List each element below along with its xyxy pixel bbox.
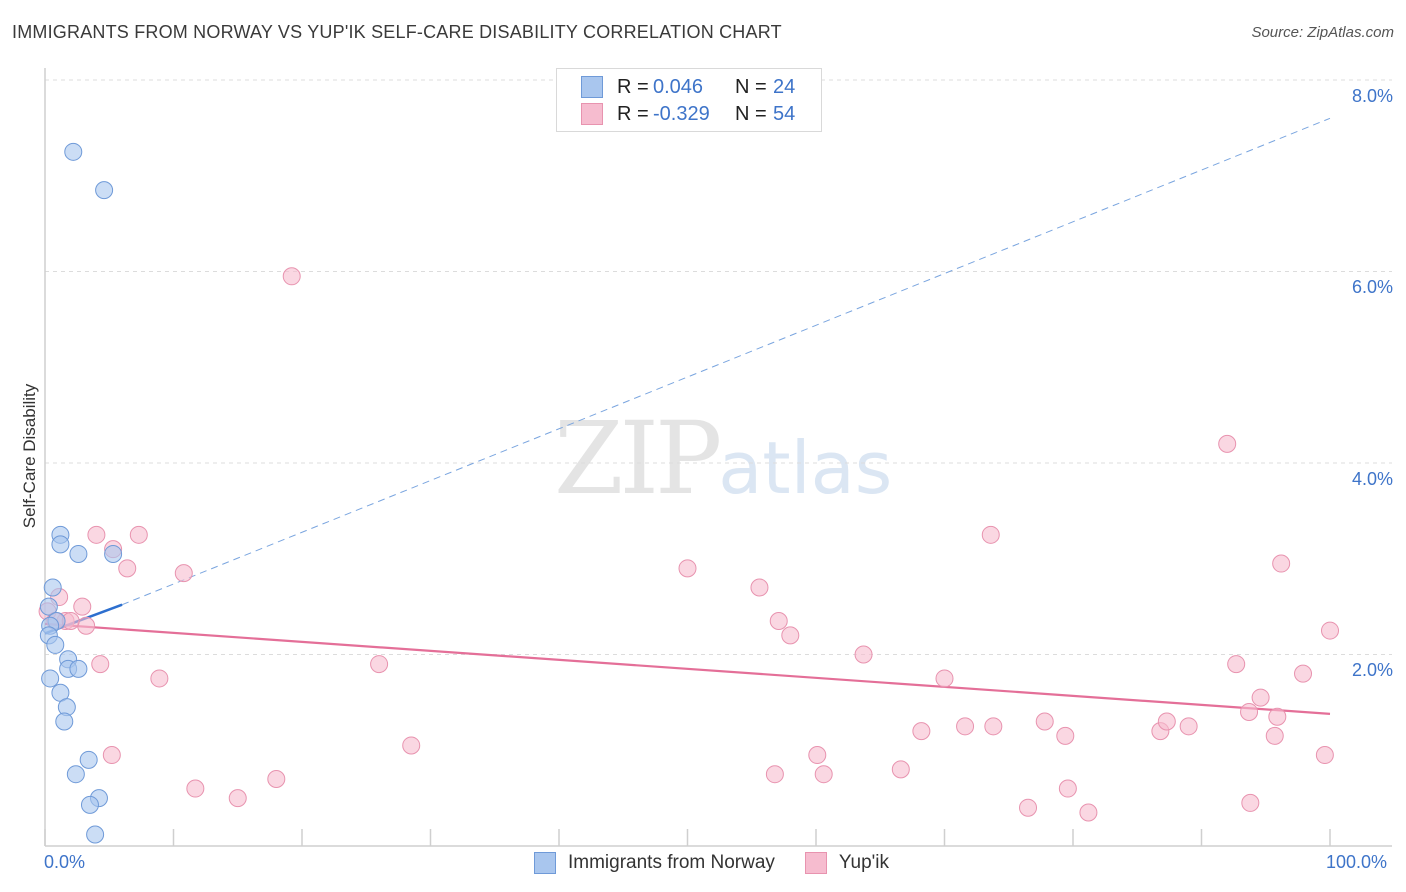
legend-row-yupik: R = -0.329 N = 54 [581, 102, 795, 126]
series-swatch-norway [534, 852, 556, 874]
point-yupik [1020, 799, 1037, 816]
point-yupik [936, 670, 953, 687]
y-tick-label-2: 2.0% [1352, 660, 1393, 681]
legend-row-norway: R = 0.046 N = 24 [581, 75, 795, 99]
point-yupik [151, 670, 168, 687]
point-yupik [229, 790, 246, 807]
point-norway [70, 660, 87, 677]
legend-r-label: R = [617, 76, 653, 99]
point-yupik [751, 579, 768, 596]
series-legend-norway: Immigrants from Norway [534, 852, 775, 874]
point-yupik [1322, 622, 1339, 639]
x-tick-label-max: 100.0% [1326, 852, 1387, 873]
point-yupik [371, 656, 388, 673]
point-norway [81, 796, 98, 813]
point-yupik [283, 268, 300, 285]
gridlines [45, 80, 1392, 655]
legend-r-value: 0.046 [653, 76, 735, 99]
point-yupik [403, 737, 420, 754]
point-yupik [1057, 727, 1074, 744]
point-yupik [1158, 713, 1175, 730]
legend-r-value: -0.329 [653, 103, 735, 126]
point-yupik [1273, 555, 1290, 572]
point-yupik [175, 565, 192, 582]
point-yupik [1266, 727, 1283, 744]
point-yupik [1295, 665, 1312, 682]
y-tick-label-4: 4.0% [1352, 469, 1393, 490]
trend-lines [45, 118, 1330, 714]
point-yupik [957, 718, 974, 735]
point-norway [44, 579, 61, 596]
trend-line-yupik [45, 624, 1330, 714]
legend-n-label: N = [735, 103, 773, 126]
point-norway [80, 751, 97, 768]
point-yupik [1219, 435, 1236, 452]
point-yupik [268, 770, 285, 787]
point-yupik [982, 526, 999, 543]
legend-swatch-norway [581, 76, 603, 98]
point-yupik [1252, 689, 1269, 706]
point-norway [87, 826, 104, 843]
series-legend-yupik: Yup'ik [805, 852, 889, 874]
legend-n-value: 54 [773, 103, 795, 126]
point-yupik [92, 656, 109, 673]
point-yupik [1036, 713, 1053, 730]
point-yupik [1241, 703, 1258, 720]
point-norway [70, 545, 87, 562]
point-yupik [1242, 794, 1259, 811]
point-norway [96, 182, 113, 199]
point-norway [52, 536, 69, 553]
point-yupik [1180, 718, 1197, 735]
legend-n-value: 24 [773, 76, 795, 99]
point-yupik [1228, 656, 1245, 673]
x-tick-label-min: 0.0% [44, 852, 85, 873]
correlation-legend: R = 0.046 N = 24 R = -0.329 N = 54 [556, 68, 822, 132]
point-yupik [809, 747, 826, 764]
point-yupik [782, 627, 799, 644]
point-yupik [815, 766, 832, 783]
y-tick-label-8: 8.0% [1352, 86, 1393, 107]
point-yupik [119, 560, 136, 577]
point-yupik [892, 761, 909, 778]
point-norway [65, 143, 82, 160]
legend-swatch-yupik [581, 103, 603, 125]
point-yupik [1269, 708, 1286, 725]
series-label-yupik: Yup'ik [839, 852, 889, 874]
point-norway [105, 545, 122, 562]
point-yupik [913, 723, 930, 740]
point-yupik [78, 617, 95, 634]
point-yupik [855, 646, 872, 663]
trend-line-norway-extension [122, 118, 1330, 604]
series-label-norway: Immigrants from Norway [568, 852, 775, 874]
point-yupik [770, 612, 787, 629]
point-norway [42, 670, 59, 687]
point-yupik [88, 526, 105, 543]
point-yupik [74, 598, 91, 615]
series-legend: Immigrants from Norway Yup'ik [534, 852, 919, 874]
point-yupik [103, 747, 120, 764]
y-tick-label-6: 6.0% [1352, 277, 1393, 298]
legend-r-label: R = [617, 103, 653, 126]
point-norway [47, 636, 64, 653]
point-yupik [1316, 747, 1333, 764]
data-points [39, 143, 1338, 843]
point-yupik [766, 766, 783, 783]
point-norway [67, 766, 84, 783]
point-yupik [130, 526, 147, 543]
scatter-plot [0, 0, 1406, 892]
point-yupik [679, 560, 696, 577]
point-norway [56, 713, 73, 730]
point-yupik [985, 718, 1002, 735]
point-yupik [1059, 780, 1076, 797]
series-swatch-yupik [805, 852, 827, 874]
legend-n-label: N = [735, 76, 773, 99]
point-yupik [187, 780, 204, 797]
point-yupik [1080, 804, 1097, 821]
